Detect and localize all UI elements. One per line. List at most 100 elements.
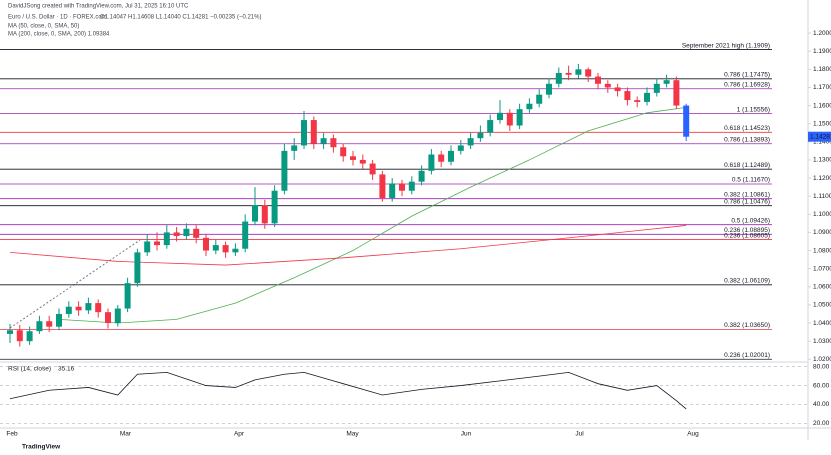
candle-body <box>114 308 121 324</box>
y-tick-label: 1.20000 <box>813 30 831 37</box>
x-tick-label: Aug <box>687 431 699 438</box>
level-label: 0.382 (1.03650) <box>724 322 770 329</box>
candle-body <box>399 183 405 191</box>
level-label: 1 (1.15556) <box>737 106 770 113</box>
candle-body <box>163 232 170 246</box>
quote: O1.14047 H1.14608 L1.14040 C1.14281 −0.0… <box>100 15 261 21</box>
candle-body <box>359 159 366 164</box>
candle-body <box>555 72 562 84</box>
candle-body <box>95 303 102 313</box>
level-label: 0.382 (1.10861) <box>724 191 770 198</box>
y-tick-label: 1.18000 <box>813 66 831 73</box>
candle-body <box>242 221 249 249</box>
y-tick-label: 1.13000 <box>813 157 831 164</box>
moving-average <box>58 106 687 324</box>
credit: DavidJSong created with TradingView.com,… <box>8 4 189 10</box>
candle-body <box>546 83 552 95</box>
x-tick-label: Feb <box>6 431 18 438</box>
x-tick-label: Jul <box>575 431 584 438</box>
candle-body <box>291 145 298 151</box>
candle-body <box>310 120 317 144</box>
level-label: 0.5 (1.11670) <box>732 177 770 184</box>
y-tick-label: 1.17000 <box>813 84 831 91</box>
candle-body <box>634 100 641 102</box>
y-tick-label: 1.10000 <box>813 211 831 218</box>
candle-body <box>644 92 650 102</box>
candle-body <box>154 241 160 246</box>
candle-body <box>663 80 670 84</box>
candle-body <box>624 91 631 101</box>
chart-title: Euro / U.S. Dollar · 1D · FOREX.com <box>8 15 107 21</box>
level-label: 0.618 (1.14523) <box>724 125 770 132</box>
level-label: 0.786 (1.16928) <box>724 81 770 88</box>
candle-body <box>46 321 53 327</box>
candle-body <box>320 138 327 144</box>
rsi-label: RSI (14, close) <box>8 366 51 373</box>
last-price-tag <box>808 131 831 142</box>
level-label: 0.786 (1.17475) <box>724 72 770 79</box>
level-label: 0.382 (1.06109) <box>724 278 770 285</box>
candle-body <box>467 138 474 146</box>
rsi-tick-label: 80.00 <box>813 363 830 370</box>
candle-body <box>683 105 690 137</box>
candle-body <box>105 312 111 324</box>
y-tick-label: 1.12000 <box>813 175 831 182</box>
candle-body <box>193 228 200 238</box>
level-label: 0.5 (1.09426) <box>731 217 770 224</box>
candle-body <box>281 150 288 191</box>
ma-legend: MA (200, close, 0, SMA, 200) 1.09384 <box>8 32 110 38</box>
candle-body <box>418 170 425 182</box>
rsi-tick-label: 20.00 <box>813 420 830 427</box>
candle-body <box>408 181 415 191</box>
level-label: 0.236 (1.08605) <box>724 232 770 239</box>
candle-body <box>673 80 680 106</box>
y-tick-label: 1.04000 <box>813 320 831 327</box>
candle-body <box>477 132 484 139</box>
y-tick-label: 1.15000 <box>813 120 831 127</box>
candle-body <box>614 87 621 92</box>
y-tick-label: 1.09000 <box>813 229 831 236</box>
candle-body <box>575 69 582 75</box>
candle-body <box>565 72 572 75</box>
y-tick-label: 1.05000 <box>813 302 831 309</box>
y-tick-label: 1.19000 <box>813 48 831 55</box>
candle-body <box>428 154 435 171</box>
level-label: 0.236 (1.02001) <box>724 352 770 359</box>
candle-body <box>487 120 494 133</box>
x-tick-label: May <box>346 431 359 438</box>
candle-body <box>330 138 337 148</box>
x-tick-label: Apr <box>234 431 245 438</box>
y-tick-label: 1.03000 <box>813 338 831 345</box>
y-tick-label: 1.07000 <box>813 265 831 272</box>
rsi-value: 35.16 <box>58 366 75 373</box>
candle-body <box>56 313 62 327</box>
y-tick-label: 1.14000 <box>813 139 831 146</box>
candle-body <box>653 83 660 93</box>
ma-legend: MA (50, close, 0, SMA, 50) <box>8 24 79 30</box>
rsi-tick-label: 40.00 <box>813 401 830 408</box>
candle-body <box>497 112 503 121</box>
candle-body <box>75 306 82 311</box>
footer-logo: TradingView <box>22 444 61 451</box>
candle-body <box>438 154 445 162</box>
rsi-line <box>9 371 687 410</box>
x-tick-label: Mar <box>120 431 132 438</box>
level-label: September 2021 high (1.1909) <box>682 42 770 49</box>
candle-body <box>212 245 219 251</box>
candle-body <box>536 94 543 104</box>
candle-body <box>379 174 386 198</box>
candle-body <box>173 232 180 237</box>
candle-body <box>457 145 464 151</box>
candle-body <box>7 330 13 334</box>
candle-body <box>222 245 229 253</box>
candle-body <box>340 147 347 157</box>
candle-body <box>261 205 268 224</box>
candle-body <box>271 190 278 224</box>
candle-body <box>203 237 209 251</box>
candle-body <box>134 252 141 284</box>
candle-body <box>85 303 92 311</box>
candle-body <box>65 306 72 314</box>
candle-body <box>585 69 592 77</box>
rsi-tick-label: 60.00 <box>813 382 830 389</box>
